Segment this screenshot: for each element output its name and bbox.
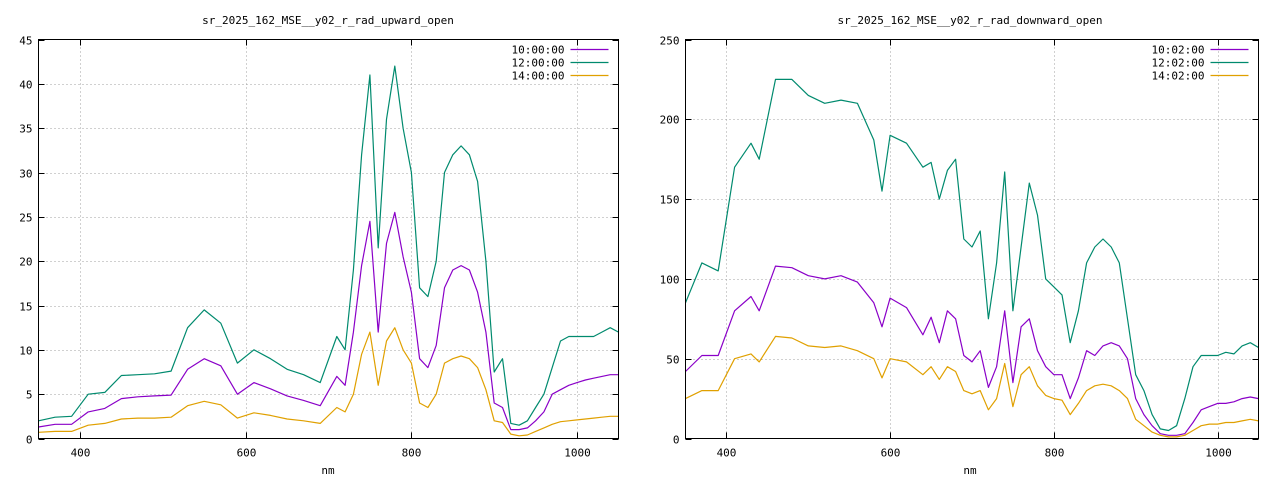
series-lines: [684, 78, 1259, 438]
legend-label: 10:02:00: [1152, 44, 1205, 57]
legend-label: 14:00:00: [512, 70, 565, 83]
chart-title: sr_2025_162_MSE__y02_r_rad_upward_open: [202, 14, 454, 27]
y-tick-label: 5: [26, 389, 33, 402]
y-tick-label: 45: [19, 35, 32, 48]
y-tick-label: 20: [19, 256, 32, 269]
y-tick-label: 25: [19, 212, 32, 225]
y-tick-label: 250: [660, 35, 680, 48]
plot-frame: [685, 39, 1259, 439]
y-tick-label: 15: [19, 301, 32, 314]
y-tick-label: 0: [26, 434, 33, 447]
x-tick-label: 400: [71, 447, 91, 460]
y-tick-label: 0: [673, 434, 680, 447]
legend-label: 12:02:00: [1152, 57, 1205, 70]
upward-radiance-chart: sr_2025_162_MSE__y02_r_rad_upward_open 0…: [19, 14, 619, 477]
series-line-2: [685, 335, 1259, 438]
x-tick-label: 400: [717, 447, 737, 460]
series-line-1: [684, 78, 1259, 432]
plot-frame: [38, 39, 619, 439]
series-line-1: [38, 65, 619, 426]
x-tick-label: 1000: [564, 447, 591, 460]
y-tick-label: 10: [19, 345, 32, 358]
legend-label: 14:02:00: [1152, 70, 1205, 83]
series-line-0: [38, 211, 619, 431]
grid: [685, 39, 1259, 439]
x-tick-label: 600: [237, 447, 257, 460]
x-axis-label: nm: [321, 464, 335, 477]
y-tick-label: 50: [666, 354, 679, 367]
axis-ticks: 0 50 100 150 200 250 400 600 800 1000: [660, 35, 1259, 460]
x-tick-label: 800: [402, 447, 422, 460]
y-tick-label: 100: [660, 274, 680, 287]
downward-radiance-chart: sr_2025_162_MSE__y02_r_rad_downward_open…: [660, 14, 1259, 477]
legend-label: 10:00:00: [512, 44, 565, 57]
series-lines: [38, 65, 619, 437]
y-tick-label: 30: [19, 168, 32, 181]
x-tick-label: 1000: [1205, 447, 1232, 460]
x-tick-label: 800: [1045, 447, 1065, 460]
series-line-2: [38, 327, 619, 437]
y-tick-label: 200: [660, 114, 680, 127]
y-tick-label: 35: [19, 123, 32, 136]
x-tick-label: 600: [881, 447, 901, 460]
y-tick-label: 150: [660, 194, 680, 207]
grid: [38, 39, 619, 439]
axis-ticks: 0 5 10 15 20 25 30 35 40 45 400 600 800 1000: [19, 35, 619, 460]
y-tick-label: 40: [19, 79, 32, 92]
series-line-0: [685, 265, 1259, 436]
legend-label: 12:00:00: [512, 57, 565, 70]
chart-title: sr_2025_162_MSE__y02_r_rad_downward_open: [838, 14, 1103, 27]
x-axis-label: nm: [963, 464, 977, 477]
